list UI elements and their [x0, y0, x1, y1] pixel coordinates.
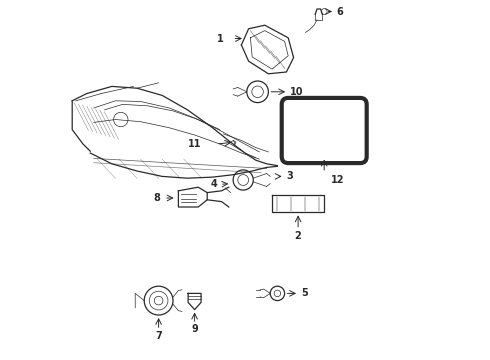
Text: 5: 5	[301, 288, 308, 298]
Text: 4: 4	[211, 179, 218, 189]
Text: 1: 1	[217, 33, 223, 44]
Text: 3: 3	[286, 171, 293, 181]
Text: 8: 8	[153, 193, 160, 203]
Text: 6: 6	[337, 6, 343, 17]
Text: 9: 9	[191, 324, 198, 334]
Text: 7: 7	[155, 331, 162, 341]
Text: 10: 10	[290, 87, 303, 97]
Text: 12: 12	[331, 175, 345, 185]
Text: 2: 2	[294, 231, 301, 241]
Text: 11: 11	[188, 139, 202, 149]
